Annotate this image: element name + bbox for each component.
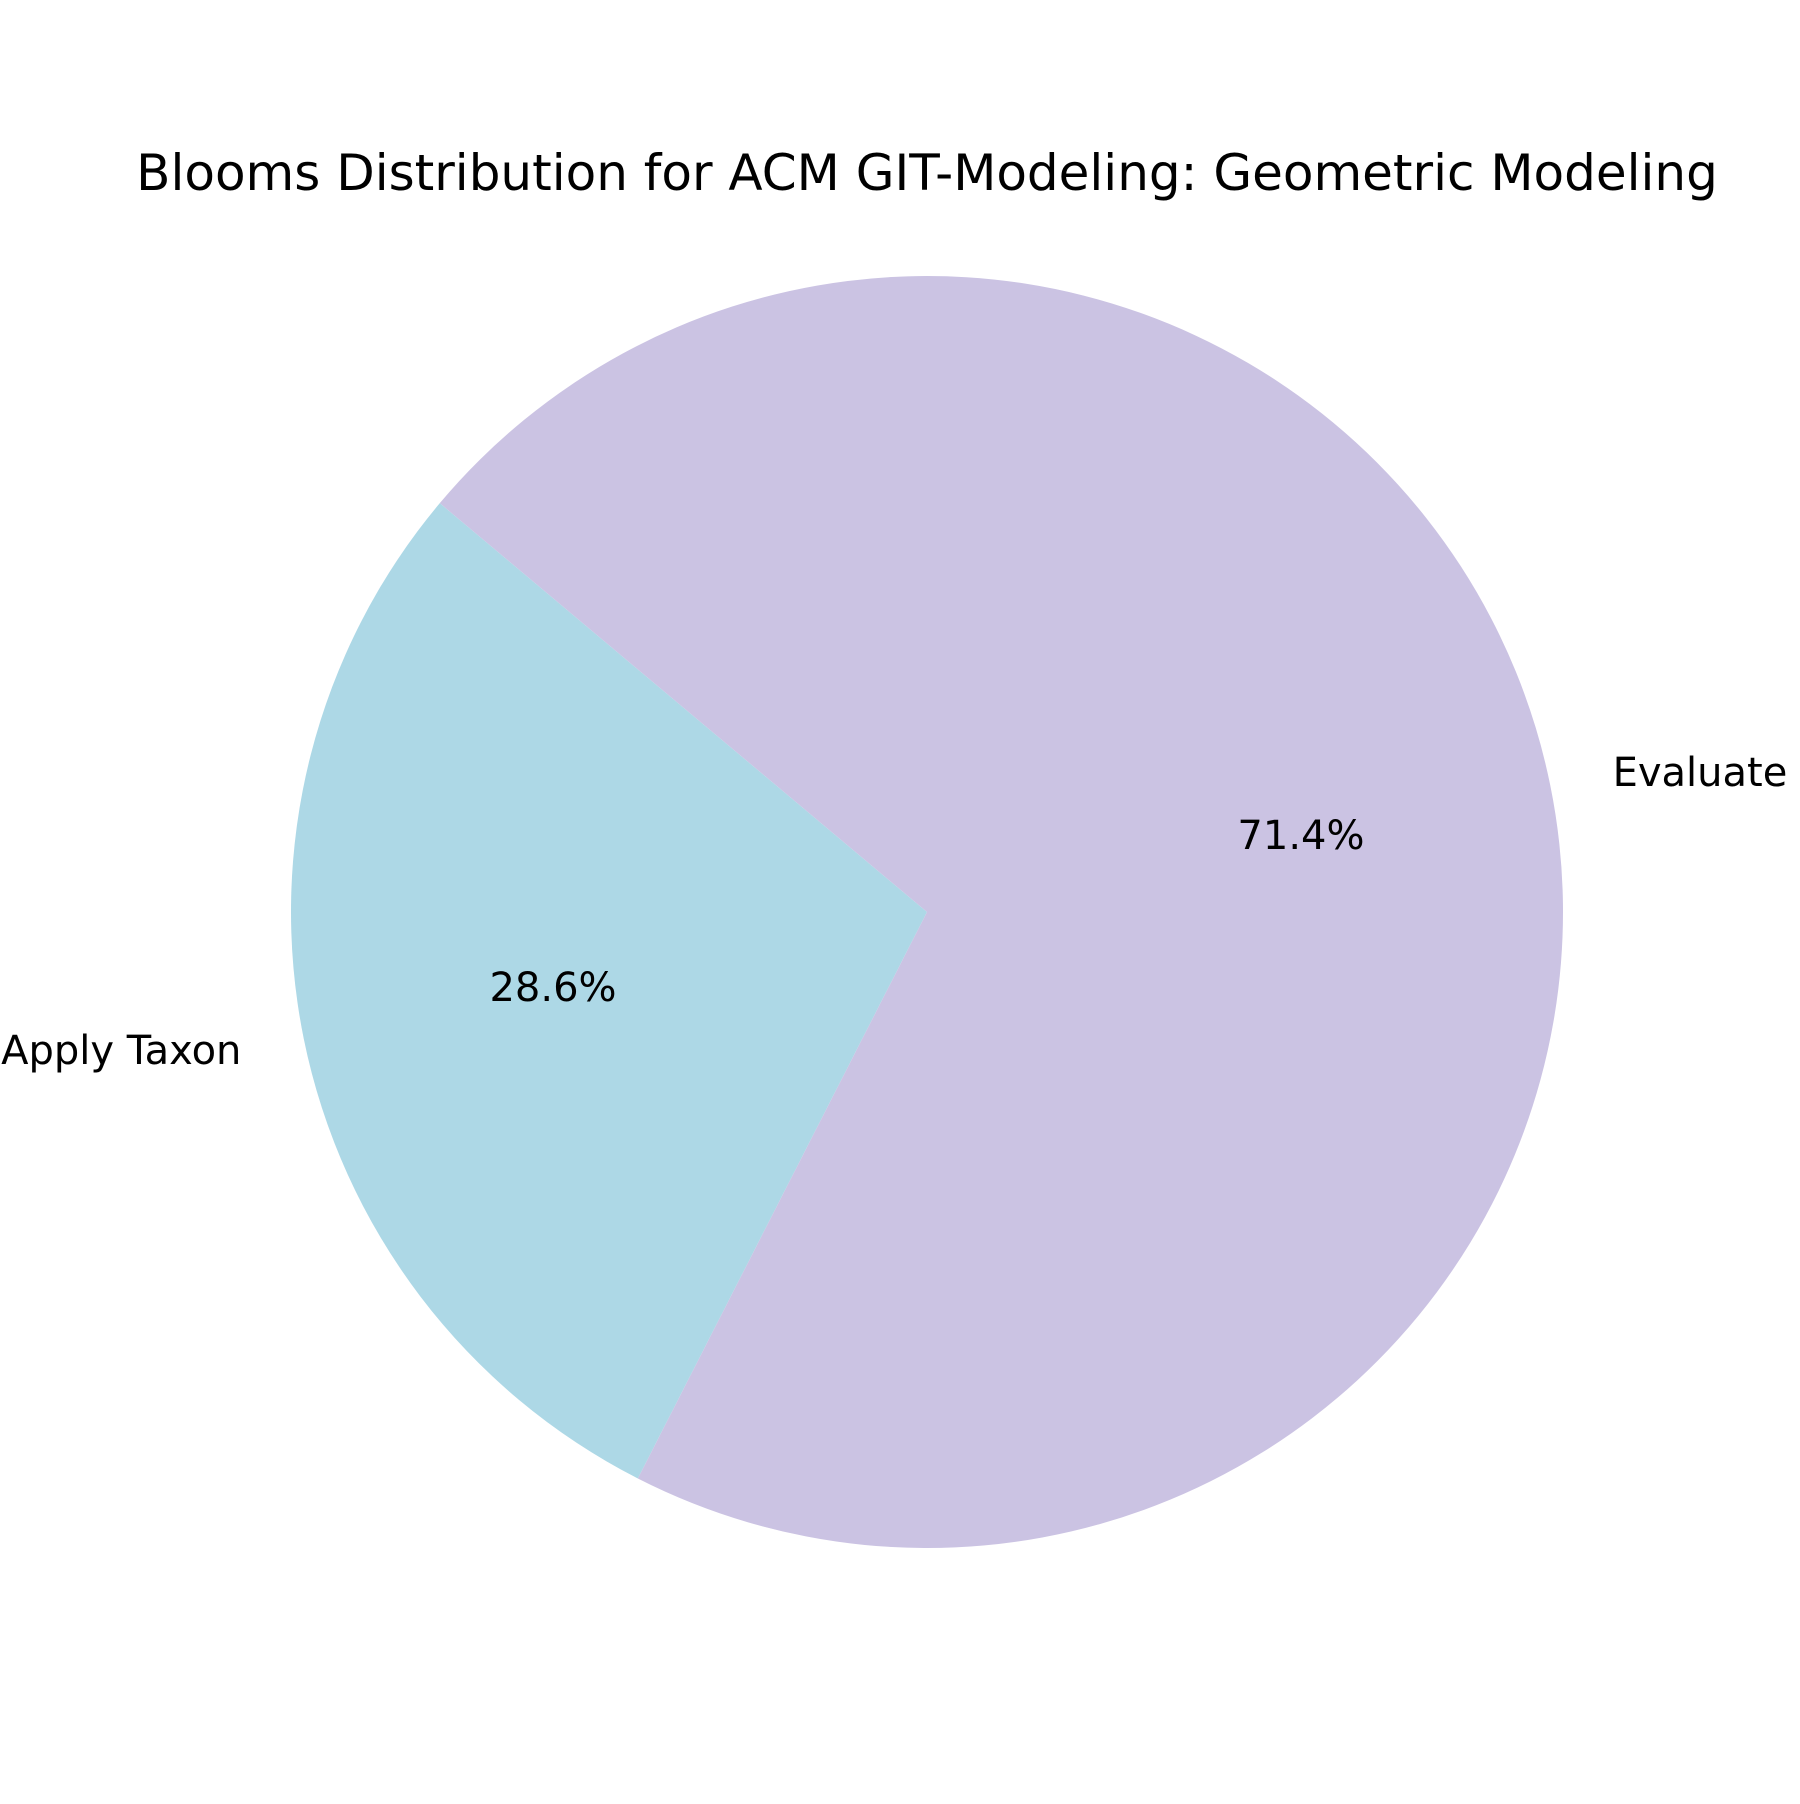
pie-slices: [291, 275, 1563, 1548]
pie-slice-label: Apply Taxon: [1, 1028, 241, 1074]
pie-slice-label: Evaluate: [1613, 750, 1788, 796]
pie-slice-percent: 28.6%: [489, 965, 616, 1011]
pie-labels: 28.6% Apply Taxon 71.4% Evaluate: [1, 750, 1787, 1074]
chart-title: Blooms Distribution for ACM GIT-Modeling…: [136, 144, 1718, 202]
pie-slice-percent: 71.4%: [1237, 813, 1364, 859]
pie-slice-evaluate: [439, 275, 1563, 1548]
pie-slice-apply-taxon: [291, 503, 928, 1479]
